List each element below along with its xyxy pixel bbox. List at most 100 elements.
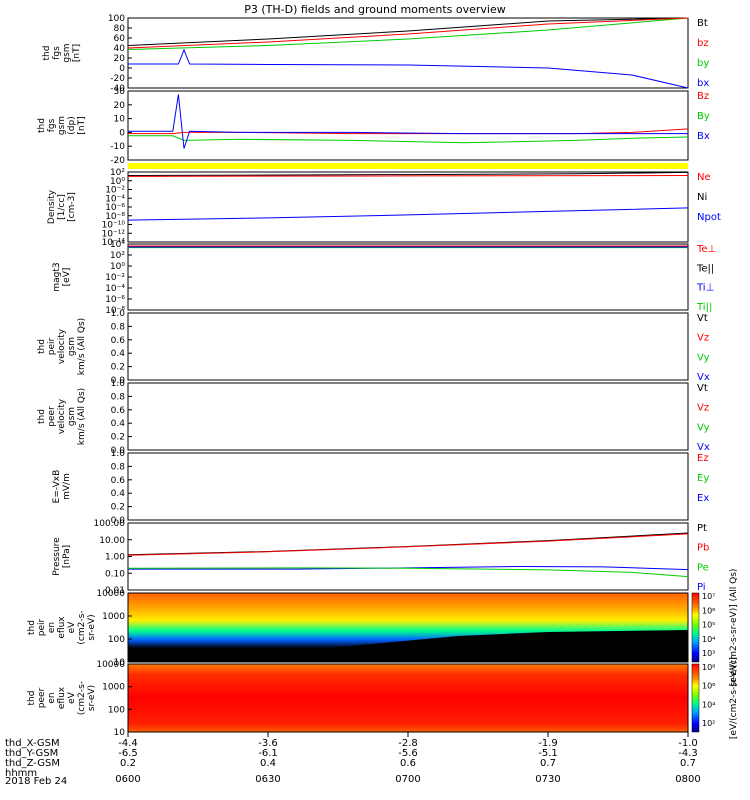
y-tick-label: 0.4 (111, 489, 126, 499)
legend-entry: Ne (697, 172, 711, 183)
colorbar-tick-label: 10⁶ (702, 682, 715, 691)
ephemeris-value: -5.6 (398, 748, 418, 759)
legend-entry: Pi (697, 582, 706, 593)
y-axis-label: [eV] (62, 268, 72, 287)
ephemeris-value: -3.6 (258, 738, 278, 749)
colorbar: 10⁷ 10⁶ 10⁵ 10⁴ 10³ [eV/(cm2-s-sr-eV)] (All Q… (691, 569, 739, 686)
series-line (127, 533, 689, 556)
panel-6: 1.0 0.8 0.6 0.4 0.2 0.0 thd peer velocity gsm km/s… (37, 379, 710, 456)
y-tick-label: 10⁻¹⁰ (102, 221, 126, 231)
y-tick-label: 0.0 (111, 376, 126, 386)
colorbar-tick-label: 10⁴ (702, 635, 715, 644)
colorbar-scale (691, 663, 700, 733)
ephemeris-row-label: thd_X-GSM (5, 738, 60, 749)
y-axis-label: (cm2-s- (77, 610, 87, 644)
y-axis-label: peer (37, 687, 47, 708)
y-tick-label: 10 (114, 658, 126, 668)
panel-frame (127, 522, 689, 591)
y-tick-label: 0.8 (111, 462, 126, 472)
colorbar-tick-label: 10⁶ (702, 606, 715, 615)
ephemeris-value: -4.3 (678, 748, 698, 759)
y-tick-label: 10 (114, 728, 126, 738)
y-tick-label: 0.2 (111, 433, 125, 443)
y-axis-label: thd (27, 691, 37, 706)
y-tick-label: 0.2 (111, 363, 125, 373)
series-line (127, 17, 689, 49)
y-axis-label: velocity (57, 328, 67, 364)
time-tick-label: 0630 (255, 774, 280, 785)
ephemeris-row-label: thd_Z-GSM (5, 758, 60, 769)
y-tick-label: 100 (108, 705, 125, 715)
legend-entry: Bt (697, 18, 708, 29)
y-tick-label: 1000 (102, 612, 125, 622)
ephemeris-value: 0.2 (120, 758, 136, 769)
y-tick-label: 0 (119, 64, 125, 74)
legend-entry: Vy (697, 352, 710, 363)
y-tick-label: 100 (108, 635, 125, 645)
colorbar-label: [eV/(cm2-s-sr-eV)] (729, 657, 739, 739)
legend-entry: Te|| (696, 263, 714, 274)
y-axis-label: [cm-3] (67, 192, 77, 222)
y-tick-label: -10 (110, 142, 125, 152)
series-line (127, 207, 689, 221)
ephemeris-row-label: hhmm (5, 768, 37, 779)
colorbar-tick-label: 10⁵ (702, 621, 715, 630)
y-axis-label: gsm (57, 116, 67, 135)
panel-7: 1.0 0.8 0.6 0.4 0.2 0.0 E=-VxB mV/m Ez Ey Ex (52, 449, 709, 526)
y-tick-label: 0.6 (111, 406, 126, 416)
panel-9: 10⁷ 10⁶ 10⁵ 10⁴ 10³ [eV/(cm2-s-sr-eV)] (All Q… (27, 569, 739, 687)
ephemeris-value: -1.0 (678, 738, 698, 749)
time-axis: 0600 0630 0700 0730 0800 thd_X-GSM -4.4 -3.6 -2.… (5, 732, 701, 785)
y-axis-label: eflux (57, 686, 67, 709)
ephemeris-value: -6.5 (118, 748, 138, 759)
y-axis-label: en (47, 692, 57, 703)
y-axis-label: km/s (All Qs) (77, 388, 87, 445)
y-axis-label: sr-eV) (87, 685, 97, 711)
y-axis-label: sr-eV) (87, 614, 97, 640)
y-axis-label: magt3 (52, 262, 62, 291)
legend-entry: Pt (697, 523, 707, 534)
y-tick-label: 40 (114, 44, 126, 54)
y-tick-label: 1.0 (111, 449, 126, 459)
y-tick-label: -20 (110, 156, 125, 166)
ephemeris-value: -6.1 (258, 748, 278, 759)
y-tick-label: 10⁻² (105, 273, 125, 283)
y-tick-label: 0.2 (111, 503, 125, 513)
ephemeris-value: -2.8 (398, 738, 418, 749)
y-axis-label: eV (67, 691, 77, 704)
y-tick-label: 20 (114, 101, 126, 111)
y-tick-label: 10000 (96, 589, 125, 599)
y-tick-label: 10² (110, 251, 125, 261)
panel-frame (127, 243, 689, 311)
panel-10: 10⁸ 10⁶ 10⁴ 10² [eV/(cm2-s-sr-eV)] 10000 1000 1… (27, 657, 739, 739)
y-tick-label: 10² (110, 168, 125, 178)
legend-entry: Ti⊥ (696, 283, 714, 294)
time-tick-label: 0800 (675, 774, 700, 785)
spectrogram (128, 664, 688, 732)
series-line (127, 17, 689, 46)
y-axis-label: [nPa] (62, 545, 72, 568)
y-tick-label: 10⁻⁸ (105, 306, 125, 316)
ephemeris-value: -5.1 (538, 748, 558, 759)
series-line (128, 128, 689, 135)
legend-entry: Vx (697, 372, 710, 383)
legend-entry: Pb (697, 543, 709, 554)
panel-8: 100.00 10.00 1.00 0.10 0.01 Pressure [nPa] Pt Pb… (52, 519, 709, 596)
y-tick-label: 0.6 (111, 336, 126, 346)
panel-frame (127, 452, 689, 521)
y-tick-label: 60 (114, 34, 126, 44)
ephemeris-value: 0.4 (260, 758, 276, 769)
panel-5: 1.0 0.8 0.6 0.4 0.2 0.0 thd peir velocity gsm km/s… (37, 309, 710, 386)
colorbar-tick-label: 10⁷ (702, 592, 715, 601)
y-axis-label: gsm (62, 43, 72, 62)
legend-entry: Npot (697, 212, 721, 223)
y-tick-label: 1.0 (111, 379, 126, 389)
y-axis-label: [nT] (72, 44, 82, 62)
legend-entry: bx (697, 78, 709, 89)
panel-frame (127, 171, 689, 243)
y-tick-label: 100 (108, 14, 125, 24)
time-tick-label: 0700 (395, 774, 420, 785)
series-line (128, 94, 688, 149)
